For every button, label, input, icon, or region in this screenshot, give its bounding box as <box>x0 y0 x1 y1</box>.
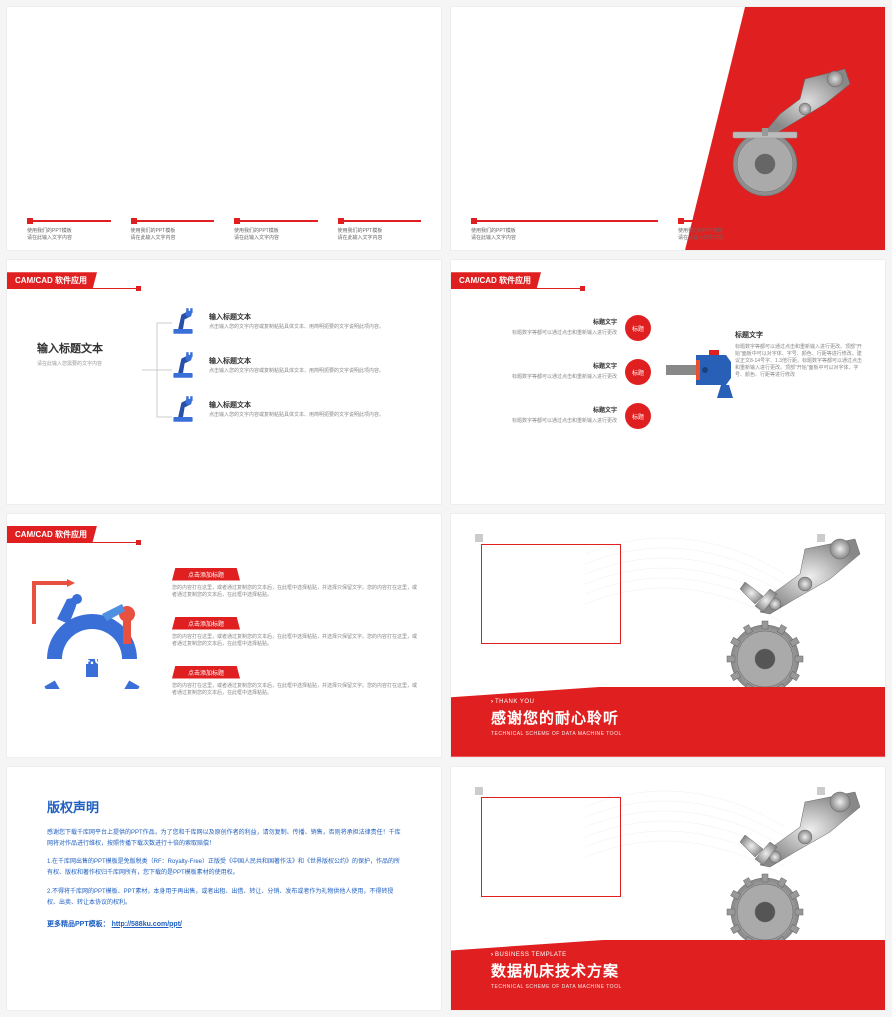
tag-line <box>7 288 141 289</box>
subtitle: TECHNICAL SCHEME OF DATA MACHINE TOOL <box>491 731 622 737</box>
gear-arm-graphic <box>685 534 865 694</box>
square-decoration <box>475 534 483 542</box>
circle-badge: 标题 <box>625 403 651 429</box>
item-1: 使用我们的PPT模板请在此输入文字内容 <box>471 220 658 242</box>
circle-item-1: 标题文字标题数字等都可以通过点击和重新输入进行更改 标题 <box>501 315 651 341</box>
square-decoration <box>475 787 483 795</box>
title-block: ›››BUSINESS TEMPLATE 数据机床技术方案 TECHNICAL … <box>491 952 622 990</box>
slide-2: 使用我们的PPT模板请在此输入文字内容 使用我们的PPT模板请在此输入文字内容 <box>450 6 886 251</box>
title-block: ›››THANK YOU 感谢您的耐心聆听 TECHNICAL SCHEME O… <box>491 699 622 737</box>
row-2: 输入标题文本点击输入您的文字内容或复制粘贴具体文本、用简明扼要的文字说明此项内容… <box>167 349 421 381</box>
tag-line <box>7 542 141 543</box>
slide3-rows: 输入标题文本点击输入您的文字内容或复制粘贴具体文本、用简明扼要的文字说明此项内容… <box>167 305 421 437</box>
slide2-items: 使用我们的PPT模板请在此输入文字内容 使用我们的PPT模板请在此输入文字内容 <box>471 220 865 242</box>
item-1: 点击添加标题 您的内容打在这里，或者通过复制您的文本后，在此框中选择粘贴，并选择… <box>172 564 421 599</box>
svg-text:4.0: 4.0 <box>81 651 103 668</box>
red-outline-box <box>481 797 621 897</box>
slide-8-title: ›››BUSINESS TEMPLATE 数据机床技术方案 TECHNICAL … <box>450 766 886 1011</box>
slide4-right: 标题文字 标题数字等都可以通过点击和重新输入进行更改。顶部"开始"面板中可以对字… <box>735 330 865 379</box>
gear-arm-graphic <box>685 787 865 947</box>
slide4-circles: 标题文字标题数字等都可以通过点击和重新输入进行更改 标题 标题文字标题数字等都可… <box>501 315 651 447</box>
slide3-left: 输入标题文本 请在此输入您需要的文字内容 <box>37 340 147 367</box>
slide-5: CAM/CAD 软件应用 4.0 点击添加标题 您的内容打在这里，或者通过复制您… <box>6 513 442 758</box>
copyright-content: 版权声明 感谢您下载千库网平台上提供的PPT作品，为了您和千库网以及原创作者的利… <box>7 767 441 959</box>
row-1: 输入标题文本点击输入您的文字内容或复制粘贴具体文本、用简明扼要的文字说明此项内容… <box>167 305 421 337</box>
item-1: 使用我们的PPT模板请在此输入文字内容 <box>27 220 111 242</box>
header-tag: CAM/CAD 软件应用 <box>7 526 97 543</box>
item-2: 使用我们的PPT模板请在此输入文字内容 <box>678 220 865 242</box>
slide-3: CAM/CAD 软件应用 输入标题文本 请在此输入您需要的文字内容 输入标题文本… <box>6 259 442 504</box>
red-outline-box <box>481 544 621 644</box>
item-button: 点击添加标题 <box>172 666 240 679</box>
tag-line <box>451 288 585 289</box>
item-2: 使用我们的PPT模板请在此输入文字内容 <box>131 220 215 242</box>
main-title: 数据机床技术方案 <box>491 960 622 981</box>
main-title: 输入标题文本 <box>37 340 147 356</box>
slide1-items: 使用我们的PPT模板请在此输入文字内容 使用我们的PPT模板请在此输入文字内容 … <box>27 220 421 242</box>
robot-arm-icon <box>167 393 199 425</box>
item-4: 使用我们的PPT模板请在此输入文字内容 <box>338 220 422 242</box>
item-3: 点击添加标题 您的内容打在这里，或者通过复制您的文本后，在此框中选择粘贴，并选择… <box>172 662 421 697</box>
header-tag: CAM/CAD 软件应用 <box>451 272 541 289</box>
circle-badge: 标题 <box>625 359 651 385</box>
template-url[interactable]: http://588ku.com/ppt/ <box>112 921 182 928</box>
subtitle: TECHNICAL SCHEME OF DATA MACHINE TOOL <box>491 984 622 990</box>
slide5-items: 点击添加标题 您的内容打在这里，或者通过复制您的文本后，在此框中选择粘贴，并选择… <box>172 564 421 711</box>
header-tag: CAM/CAD 软件应用 <box>7 272 97 289</box>
robot-arm-icon <box>167 349 199 381</box>
circle-item-2: 标题文字标题数字等都可以通过点击和重新输入进行更改 标题 <box>481 359 651 385</box>
circle-item-3: 标题文字标题数字等都可以通过点击和重新输入进行更改 标题 <box>501 403 651 429</box>
slide-grid: 使用我们的PPT模板请在此输入文字内容 使用我们的PPT模板请在此输入文字内容 … <box>6 6 886 1011</box>
slide-6-thankyou: ›››THANK YOU 感谢您的耐心聆听 TECHNICAL SCHEME O… <box>450 513 886 758</box>
copyright-title: 版权声明 <box>47 797 401 816</box>
paragraph-1: 感谢您下载千库网平台上提供的PPT作品，为了您和千库网以及原创作者的利益，请勿复… <box>47 828 401 850</box>
row-3: 输入标题文本点击输入您的文字内容或复制粘贴具体文本、用简明扼要的文字说明此项内容… <box>167 393 421 425</box>
more-templates-link: 更多精品PPT模板： http://588ku.com/ppt/ <box>47 919 401 929</box>
subtitle: 请在此输入您需要的文字内容 <box>37 360 147 367</box>
paragraph-2: 1.在千库网出售的PPT模板是免版税类（RF：Royalty-Free）正版受《… <box>47 857 401 879</box>
circle-badge: 标题 <box>625 315 651 341</box>
main-title: 感谢您的耐心聆听 <box>491 707 622 728</box>
item-3: 使用我们的PPT模板请在此输入文字内容 <box>234 220 318 242</box>
slide-1: 使用我们的PPT模板请在此输入文字内容 使用我们的PPT模板请在此输入文字内容 … <box>6 6 442 251</box>
robot-arm-icon <box>167 305 199 337</box>
gear-arm-graphic <box>685 7 885 250</box>
paragraph-3: 2.不得将千库网的PPT模板、PPT素材，本身用于再出售，或者出租、出借、转让、… <box>47 887 401 909</box>
item-button: 点击添加标题 <box>172 617 240 630</box>
slide-4: CAM/CAD 软件应用 标题文字标题数字等都可以通过点击和重新输入进行更改 标… <box>450 259 886 504</box>
item-button: 点击添加标题 <box>172 568 240 581</box>
slide-7-copyright: 版权声明 感谢您下载千库网平台上提供的PPT作品，为了您和千库网以及原创作者的利… <box>6 766 442 1011</box>
item-2: 点击添加标题 您的内容打在这里，或者通过复制您的文本后，在此框中选择粘贴，并选择… <box>172 613 421 648</box>
industry-4-graphic: 4.0 <box>27 569 157 689</box>
